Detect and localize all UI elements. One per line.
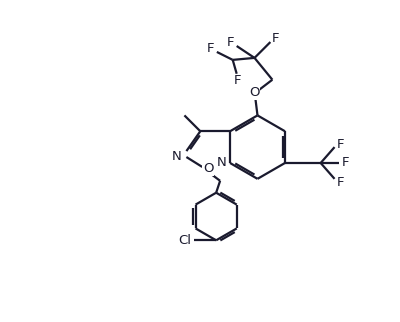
Text: F: F	[337, 176, 344, 189]
Text: N: N	[216, 156, 226, 169]
Text: F: F	[342, 156, 349, 169]
Text: F: F	[234, 74, 242, 87]
Text: N: N	[172, 149, 182, 163]
Text: F: F	[207, 43, 215, 55]
Text: Cl: Cl	[178, 234, 191, 247]
Text: O: O	[203, 162, 214, 175]
Text: F: F	[272, 32, 279, 44]
Text: O: O	[249, 86, 260, 99]
Text: F: F	[227, 35, 234, 49]
Text: F: F	[337, 137, 344, 151]
